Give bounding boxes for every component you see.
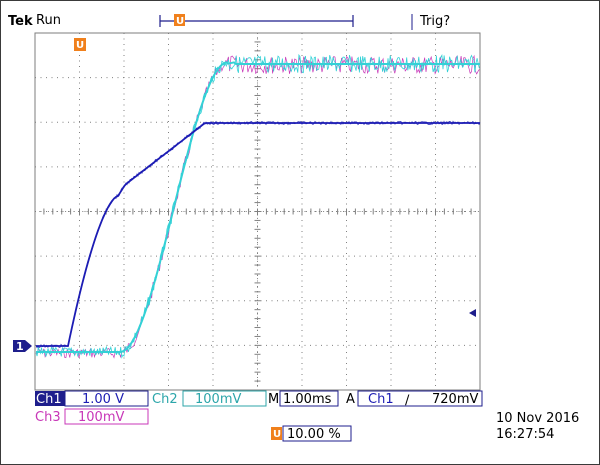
ch2-waveform	[35, 53, 480, 359]
trigger-time-glyph: U	[76, 40, 84, 51]
date-label: 10 Nov 2016	[496, 411, 579, 426]
ch2-trace	[36, 61, 480, 353]
ch1-waveform	[35, 120, 481, 349]
brand-label: Tek	[8, 14, 33, 29]
trigger-position-bar[interactable]: U	[159, 14, 354, 27]
time-label: 16:27:54	[496, 427, 554, 442]
trigger-level-marker[interactable]	[469, 309, 476, 317]
trigger-slope-icon: ∕	[405, 393, 410, 408]
ch3-scale-box	[64, 408, 149, 425]
timebase-box	[279, 390, 339, 407]
trigger-time-marker[interactable]: U	[74, 38, 86, 51]
trigger-level[interactable]: 720mV	[432, 392, 478, 407]
ch3-label[interactable]: Ch3	[35, 410, 61, 425]
trigger-source[interactable]: Ch1	[368, 392, 394, 407]
trigger-position-top-glyph: U	[176, 16, 184, 27]
ch1-ground-marker[interactable]: 1	[13, 340, 32, 353]
ch1-label[interactable]: Ch1	[36, 392, 62, 407]
trigger-position-top-icon	[174, 14, 185, 26]
ch2-scale[interactable]: 100mV	[195, 392, 241, 407]
graticule-frame	[34, 32, 481, 391]
ch2-trace-noise	[35, 53, 480, 359]
timebase-value[interactable]: 1.00ms	[283, 392, 332, 407]
timebase-label: M	[268, 392, 279, 407]
trigger-position-glyph: U	[273, 429, 281, 440]
ch2-scale-box	[182, 390, 267, 407]
run-state: Run	[36, 13, 61, 28]
ch1-scale-box	[64, 390, 149, 407]
trigger-time-icon	[74, 38, 86, 51]
trigger-position-icon	[271, 427, 282, 440]
trigger-position-value[interactable]: 10.00 %	[287, 427, 341, 442]
graticule	[34, 32, 481, 391]
trigger-status: Trig?	[419, 14, 450, 29]
trigger-position-box	[282, 425, 352, 442]
ch2-label[interactable]: Ch2	[152, 392, 178, 407]
ch1-trace	[36, 122, 480, 347]
trigger-readout-box	[357, 390, 483, 407]
ch3-scale[interactable]: 100mV	[78, 410, 124, 425]
ch1-scale[interactable]: 1.00 V	[82, 392, 124, 407]
trigger-mode: A	[346, 392, 355, 407]
ch1-ground-label: 1	[16, 340, 24, 353]
ch1-label-box	[35, 391, 65, 406]
